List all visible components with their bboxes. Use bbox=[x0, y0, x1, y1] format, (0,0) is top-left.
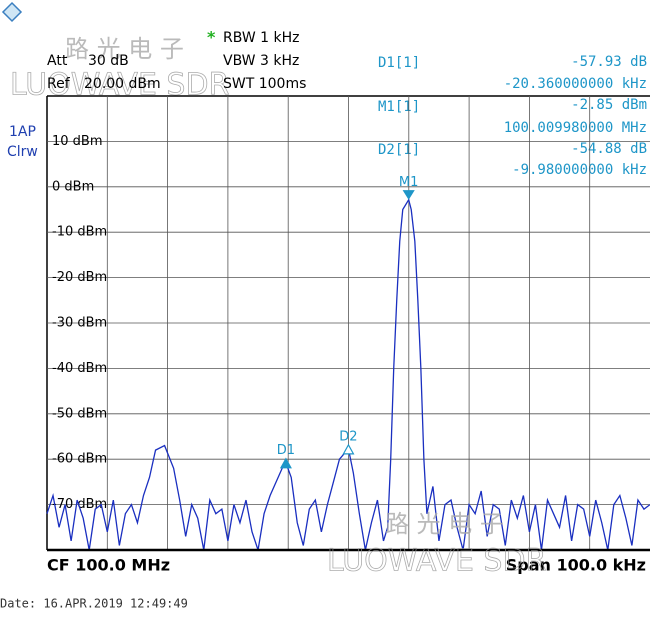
rbw: RBW 1 kHz bbox=[223, 30, 299, 46]
att-label: Att bbox=[47, 53, 68, 69]
center-frequency: CF 100.0 MHz bbox=[47, 556, 170, 575]
watermark-cn: 路 光 电 子 bbox=[385, 510, 504, 538]
date: Date: 16.APR.2019 12:49:49 bbox=[0, 597, 188, 611]
trace bbox=[46, 198, 650, 551]
marker-name: D2[1] bbox=[378, 142, 420, 158]
marker-name: M1[1] bbox=[378, 99, 420, 115]
marker-name: D1[1] bbox=[378, 55, 420, 71]
swt: SWT 100ms bbox=[223, 76, 306, 92]
marker-symbol bbox=[402, 190, 415, 200]
y-tick-label: -10 dBm bbox=[52, 225, 107, 240]
marker-level: -2.85 dBm bbox=[571, 97, 647, 113]
marker-label: D2 bbox=[339, 429, 357, 444]
y-tick-label: 0 dBm bbox=[52, 179, 94, 194]
watermark-cn: 路 光 电 子 bbox=[65, 35, 184, 63]
y-tick-label: -20 dBm bbox=[52, 270, 107, 285]
marker-level: -54.88 dB bbox=[571, 141, 647, 157]
logo bbox=[1, 1, 23, 23]
trace-mode: Clrw bbox=[7, 144, 38, 160]
marker-level: -57.93 dB bbox=[571, 54, 647, 70]
marker-position: 100.009980000 MHz bbox=[504, 120, 647, 136]
y-tick-label: -60 dBm bbox=[52, 452, 107, 467]
y-tick-label: -50 dBm bbox=[52, 406, 107, 421]
ref-value: 20.00 dBm bbox=[84, 76, 161, 92]
y-tick-label: 10 dBm bbox=[52, 134, 103, 149]
marker-label: M1 bbox=[399, 175, 419, 190]
marker-position: -9.980000000 kHz bbox=[512, 162, 647, 178]
span: Span 100.0 kHz bbox=[506, 556, 646, 575]
y-tick-label: -40 dBm bbox=[52, 361, 107, 376]
marker-position: -20.360000000 kHz bbox=[504, 76, 647, 92]
marker-symbol bbox=[279, 457, 292, 469]
y-tick-label: -30 dBm bbox=[52, 316, 107, 331]
marker-label: D1 bbox=[277, 443, 295, 458]
watermark-en: LUOWAVE SDR bbox=[327, 544, 546, 579]
att-value: 30 dB bbox=[88, 53, 129, 69]
vbw: VBW 3 kHz bbox=[223, 53, 299, 69]
star: * bbox=[207, 28, 216, 47]
marker-symbol bbox=[342, 443, 355, 455]
y-tick-label: -70 dBm bbox=[52, 497, 107, 512]
ref-label: Ref bbox=[47, 76, 71, 92]
trace-label: 1AP bbox=[9, 124, 36, 140]
